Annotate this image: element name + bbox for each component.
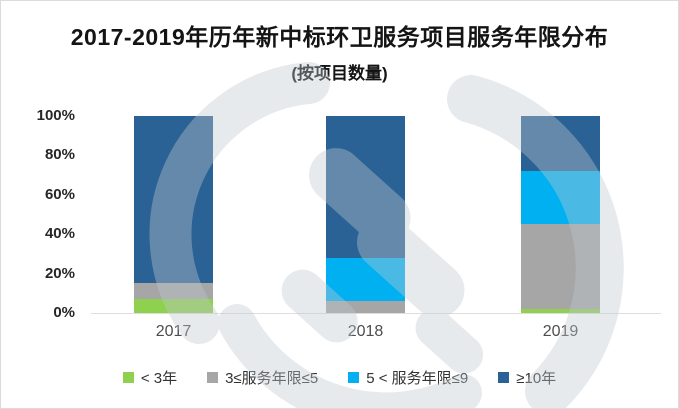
bar-2018 — [326, 116, 405, 313]
y-axis-tick-label: 100% — [36, 107, 75, 124]
bar-segment — [521, 171, 600, 225]
legend-label: 5 < 服务年限≤9 — [366, 370, 469, 387]
bar-2017 — [134, 116, 213, 313]
chart-subtitle: (按项目数量) — [291, 64, 388, 83]
legend-label: 3≤服务年限≤5 — [225, 370, 319, 387]
y-axis-tick-label: 0% — [53, 304, 75, 321]
bar-segment — [521, 309, 600, 313]
y-axis-tick-label: 40% — [44, 225, 75, 243]
bar-segment — [326, 116, 405, 258]
y-axis-tick-label: 80% — [44, 146, 75, 164]
bar-segment — [134, 299, 213, 313]
legend-item: ≥10年 — [498, 367, 556, 388]
x-axis-label: 2018 — [347, 323, 384, 340]
chart-title: 2017-2019年历年新中标环卫服务项目服务年限分布 — [70, 24, 609, 50]
bar-segment — [521, 224, 600, 310]
plot-area — [91, 116, 661, 314]
legend-label: ≥10年 — [516, 370, 557, 387]
legend-item: < 3年 — [122, 367, 178, 388]
y-axis: 0% 20% 40% 60% 80% 100% — [13, 107, 75, 321]
y-axis-tick-label: 20% — [44, 264, 75, 282]
legend-item: 3≤服务年限≤5 — [207, 367, 318, 388]
legend-swatch — [348, 372, 360, 383]
legend-swatch — [207, 372, 219, 383]
y-axis-tick-label: 60% — [44, 185, 75, 203]
legend-swatch — [498, 372, 510, 383]
legend: < 3年 3≤服务年限≤5 5 < 服务年限≤9 ≥10年 — [1, 367, 678, 388]
x-axis-label: 2017 — [155, 323, 192, 340]
bar-segment — [326, 301, 405, 313]
bar-segment — [326, 257, 405, 302]
legend-swatch — [122, 372, 134, 383]
bar-segment — [134, 116, 213, 284]
x-axis-label: 2019 — [542, 323, 579, 340]
legend-label: < 3年 — [140, 370, 178, 387]
legend-item: 5 < 服务年限≤9 — [348, 367, 468, 388]
bar-segment — [134, 283, 213, 300]
bar-segment — [521, 116, 600, 172]
bar-2019 — [521, 116, 600, 313]
